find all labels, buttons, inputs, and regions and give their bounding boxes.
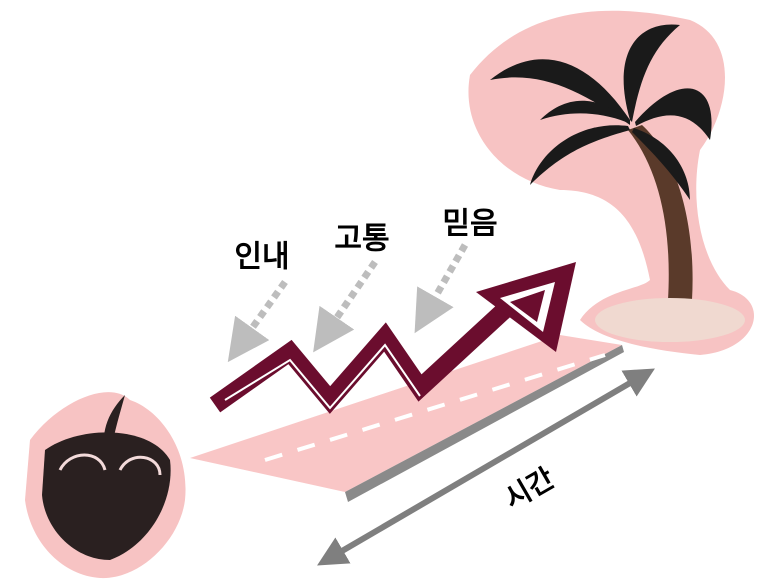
seedling-hands [25,392,186,578]
axis-label: 시간 [499,461,560,515]
label: 믿음 [442,207,497,242]
label: 인내 [234,240,289,275]
diagram: 인내 고통 믿음 시간 [0,0,762,586]
label: 고통 [334,222,389,257]
